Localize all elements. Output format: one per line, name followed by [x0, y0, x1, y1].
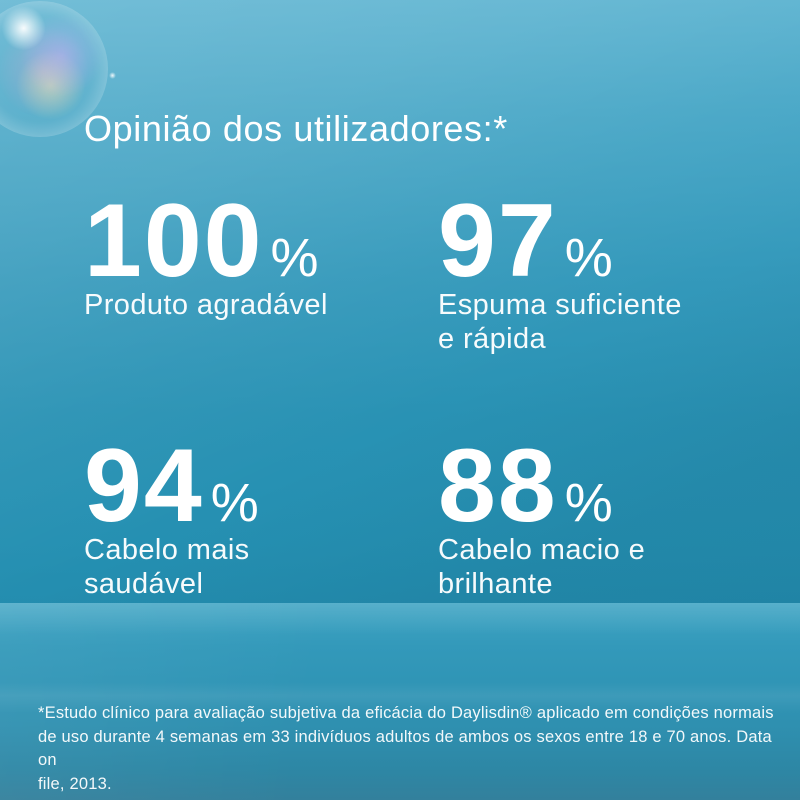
soap-bubble: [0, 1, 117, 137]
stat-value: 88: [438, 428, 558, 544]
stat-label: Cabelo mais saudável: [84, 534, 250, 601]
stat-value: 97: [438, 183, 558, 299]
stat-label: Cabelo macio e brilhante: [438, 534, 646, 601]
stat-number: 88 %: [438, 428, 778, 544]
stat-number: 97 %: [438, 183, 778, 299]
page-title: Opinião dos utilizadores:*: [84, 108, 508, 150]
stat-cabelo-saudavel: 94 % Cabelo mais saudável: [84, 428, 424, 601]
footnote-text: *Estudo clínico para avaliação subjetiva…: [38, 704, 774, 793]
stat-number: 94 %: [84, 428, 424, 544]
stat-value: 100: [84, 183, 264, 299]
percent-sign: %: [270, 228, 319, 288]
percent-sign: %: [564, 473, 613, 533]
percent-sign: %: [210, 473, 259, 533]
stat-value: 94: [84, 428, 204, 544]
table-surface: [0, 603, 800, 800]
stat-label: Espuma suficiente e rápida: [438, 289, 682, 356]
percent-sign: %: [564, 228, 613, 288]
stat-cabelo-macio: 88 % Cabelo macio e brilhante: [438, 428, 778, 601]
stat-number: 100 %: [84, 183, 424, 299]
stat-espuma-suficiente: 97 % Espuma suficiente e rápida: [438, 183, 778, 356]
stat-produto-agradavel: 100 % Produto agradável: [84, 183, 424, 322]
stat-label: Produto agradável: [84, 289, 328, 322]
